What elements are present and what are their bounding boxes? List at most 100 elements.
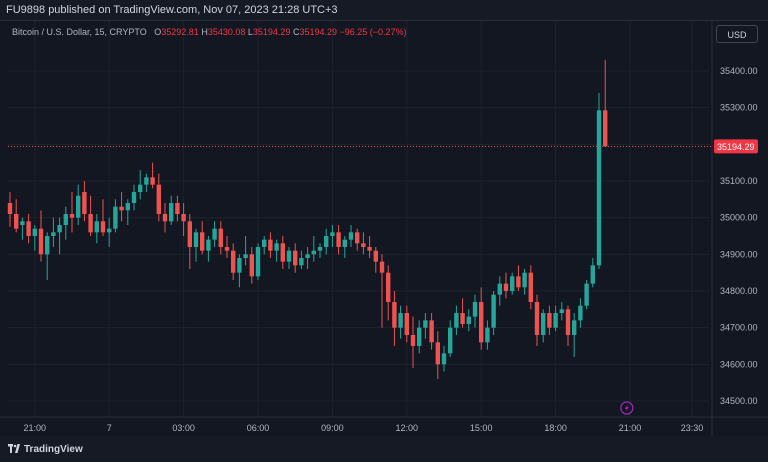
candle-body — [423, 320, 428, 328]
candle-body — [175, 203, 180, 214]
candle-body — [162, 214, 168, 222]
symbol-legend: Bitcoin / U.S. Dollar, 15, CRYPTO O35292… — [12, 27, 407, 37]
y-tick-label: 34900.00 — [720, 249, 758, 259]
candle-body — [181, 214, 186, 222]
candle-body — [100, 221, 106, 233]
x-tick-label: 15:00 — [470, 423, 493, 433]
tradingview-logo-icon — [8, 444, 20, 453]
high-label: H — [201, 27, 208, 37]
x-tick-label: 18:00 — [544, 423, 567, 433]
candle-body — [26, 221, 31, 236]
candle-body — [20, 221, 25, 225]
candle-body — [76, 195, 81, 218]
candle-body — [231, 250, 236, 273]
candle-body — [193, 232, 199, 247]
candle-body — [280, 243, 285, 262]
footer: TradingView — [0, 436, 768, 462]
x-tick-label: 7 — [107, 423, 112, 433]
candle-body — [57, 225, 62, 233]
candle-body — [206, 239, 211, 251]
y-tick-label: 35100.00 — [720, 176, 758, 186]
candle-body — [45, 236, 50, 255]
candle-body — [237, 258, 242, 273]
candle-body — [286, 250, 292, 262]
x-tick-label: 12:00 — [396, 423, 419, 433]
candle-body — [603, 110, 608, 147]
candle-body — [94, 221, 99, 233]
candle-body — [528, 272, 533, 302]
candle-body — [88, 214, 93, 233]
candle-body — [429, 320, 434, 343]
symbol-name: Bitcoin / U.S. Dollar, 15, CRYPTO — [12, 27, 147, 37]
currency-button[interactable]: USD — [716, 25, 758, 43]
candle-body — [404, 313, 409, 335]
candle-body — [572, 320, 577, 335]
candle-body — [503, 283, 509, 291]
candle-body — [293, 250, 298, 266]
candle-body — [187, 221, 192, 247]
open-value: 35292.81 — [161, 27, 199, 37]
x-tick-label: 06:00 — [247, 423, 270, 433]
price-tag-label: 35194.29 — [717, 142, 755, 152]
publisher-line: FU9898 published on TradingView.com, Nov… — [6, 4, 338, 16]
candle-body — [485, 327, 490, 343]
y-tick-label: 34700.00 — [720, 323, 758, 333]
candle-body — [361, 243, 366, 247]
candle-body — [324, 236, 329, 247]
candle-body — [348, 232, 354, 240]
candle-body — [200, 232, 205, 251]
candle-body — [7, 203, 13, 214]
candle-body — [373, 250, 378, 262]
tradingview-logo[interactable]: TradingView — [8, 444, 83, 455]
candle-body — [299, 258, 304, 266]
change-value: −96.25 (−0.27%) — [339, 27, 407, 37]
candle-body — [138, 184, 143, 192]
candle-body — [472, 302, 478, 317]
y-tick-label: 34800.00 — [720, 286, 758, 296]
candle-body — [454, 313, 459, 328]
close-label: C — [292, 27, 300, 37]
candlestick-chart[interactable]: 34500.00 34600.00 34700.00 34800.00 34900.00… — [0, 21, 768, 437]
candle-body — [355, 232, 360, 244]
candle-body — [32, 228, 37, 236]
candle-body — [268, 239, 273, 251]
candle-body — [559, 309, 564, 313]
low-label: L — [247, 27, 253, 37]
candle-body — [51, 232, 56, 236]
candle-body — [578, 305, 583, 321]
candle-body — [510, 276, 515, 291]
candle-body — [386, 272, 391, 302]
candle-body — [534, 302, 540, 335]
candle-body — [460, 313, 465, 324]
candle-body — [131, 192, 137, 203]
candle-body — [38, 228, 44, 255]
candle-body — [249, 254, 254, 277]
candle-body — [156, 184, 161, 214]
candle-body — [417, 327, 422, 346]
candle-body — [553, 313, 558, 328]
x-tick-label: 21:00 — [619, 423, 642, 433]
chart-area[interactable]: 34500.00 34600.00 34700.00 34800.00 34900.00… — [0, 20, 768, 437]
candle-body — [410, 335, 416, 346]
candle-body — [466, 316, 471, 324]
candle-body — [448, 327, 453, 354]
candle-body — [491, 294, 496, 328]
high-value: 35430.08 — [207, 27, 246, 37]
candle-body — [584, 283, 589, 306]
brand-text: TradingView — [24, 444, 83, 455]
candle-body — [69, 214, 75, 218]
candle-body — [63, 214, 68, 225]
candle-body — [212, 228, 217, 240]
publisher-header: FU9898 published on TradingView.com, Nov… — [0, 0, 768, 20]
open-label: O — [154, 27, 162, 37]
y-tick-label: 35000.00 — [720, 213, 758, 223]
x-tick-label: 21:00 — [24, 423, 47, 433]
candle-body — [224, 247, 230, 251]
candle-body — [274, 243, 279, 251]
candle-body — [169, 203, 174, 222]
candle-body — [565, 309, 571, 335]
candle-body — [590, 265, 595, 284]
candle-body — [596, 110, 602, 266]
candle-body — [479, 302, 484, 343]
candle-body — [516, 276, 521, 288]
